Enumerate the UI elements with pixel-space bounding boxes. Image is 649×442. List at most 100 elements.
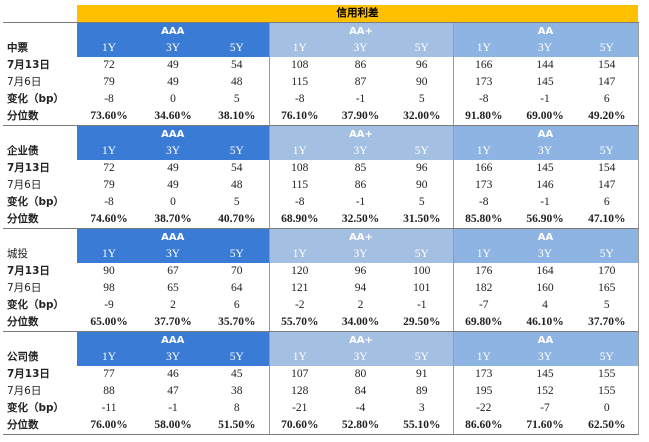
- credit-spread-table: 信用利差 AAA AA+ AA 中票 1Y 3Y 5Y 1Y 3Y 5Y 1Y 3Y 5Y 7月13日 72…: [3, 5, 639, 435]
- value-cell: 107: [268, 366, 330, 383]
- value-cell: 32.50%: [330, 211, 391, 229]
- value-cell: 5: [576, 297, 639, 314]
- value-cell: -1: [540, 196, 550, 208]
- value-cell: 154: [576, 160, 639, 177]
- value-cell: 86: [354, 59, 367, 71]
- value-cell: 77: [103, 368, 115, 380]
- table-row: 7月6日 88 47 38 128 84 89 195 152 155: [3, 383, 639, 400]
- tenor-header: 1Y: [452, 246, 514, 263]
- value-cell: 84: [354, 385, 367, 397]
- rating-header: AAA: [77, 125, 269, 143]
- value-cell: -22: [452, 400, 514, 417]
- value-cell: -8: [268, 91, 330, 108]
- value-cell: 164: [536, 265, 554, 277]
- value-cell: -1: [168, 402, 178, 414]
- value-cell: 72: [103, 59, 115, 71]
- tenor-header-row: 公司债 1Y 3Y 5Y 1Y 3Y 5Y 1Y 3Y 5Y: [3, 349, 639, 366]
- value-cell: 3: [418, 402, 425, 414]
- value-cell: 121: [268, 280, 330, 297]
- value-cell: 98: [103, 282, 115, 294]
- value-cell: 176: [452, 263, 514, 280]
- tenor-header: 5Y: [391, 143, 453, 160]
- value-cell: 54: [231, 162, 243, 174]
- value-cell: -9: [104, 299, 114, 311]
- value-cell: 38: [231, 385, 243, 397]
- value-cell: 100: [413, 265, 431, 277]
- value-cell: 48: [231, 179, 243, 191]
- value-cell: 5: [418, 93, 425, 105]
- value-cell: -8: [104, 93, 114, 105]
- value-cell: 52.80%: [330, 417, 391, 435]
- value-cell: 88: [103, 385, 115, 397]
- value-cell: 38.70%: [141, 211, 205, 229]
- row-label: 分位数: [3, 314, 77, 332]
- value-cell: 195: [452, 383, 514, 400]
- tenor-header: 3Y: [514, 349, 576, 366]
- tenor-header: 3Y: [330, 40, 391, 57]
- rating-header-row: AAA AA+ AA: [3, 22, 639, 40]
- value-cell: 108: [268, 57, 330, 74]
- tenor-header: 1Y: [452, 349, 514, 366]
- row-label: 变化（bp）: [7, 402, 65, 414]
- value-cell: -11: [101, 402, 117, 414]
- value-cell: 91: [416, 368, 428, 380]
- value-cell: 90: [416, 179, 428, 191]
- section-name: 中票: [7, 42, 28, 54]
- value-cell: 94: [354, 282, 367, 294]
- tenor-header: 5Y: [576, 246, 639, 263]
- value-cell: -1: [355, 196, 366, 208]
- value-cell: 76.00%: [77, 417, 141, 435]
- row-label: 分位数: [3, 211, 77, 229]
- tenor-header: 1Y: [268, 246, 330, 263]
- value-cell: 160: [536, 282, 554, 294]
- value-cell: 37.70%: [576, 314, 639, 332]
- value-cell: -8: [452, 194, 514, 211]
- value-cell: 80: [354, 368, 367, 380]
- row-label: 7月6日: [7, 282, 42, 294]
- tenor-header: 5Y: [205, 40, 269, 57]
- value-cell: 49: [167, 59, 179, 71]
- table-row: 变化（bp） -11 -1 8 -21 -4 3 -22 -7 0: [3, 400, 639, 417]
- tenor-header-row: 城投 1Y 3Y 5Y 1Y 3Y 5Y 1Y 3Y 5Y: [3, 246, 639, 263]
- rating-header-row: AAA AA+ AA: [3, 125, 639, 143]
- value-cell: 173: [452, 177, 514, 194]
- rating-header: AA+: [268, 22, 453, 40]
- value-cell: 67: [167, 265, 179, 277]
- value-cell: 173: [452, 366, 514, 383]
- value-cell: 70: [231, 265, 243, 277]
- value-cell: 71.60%: [514, 417, 576, 435]
- value-cell: -1: [416, 299, 427, 311]
- tenor-header: 3Y: [330, 349, 391, 366]
- tenor-header: 5Y: [205, 246, 269, 263]
- value-cell: 89: [416, 385, 428, 397]
- value-cell: 37.70%: [141, 314, 205, 332]
- row-label: 7月6日: [7, 385, 42, 397]
- value-cell: 72: [103, 162, 115, 174]
- tenor-header: 3Y: [141, 349, 205, 366]
- value-cell: 48: [231, 76, 243, 88]
- value-cell: 55.70%: [268, 314, 330, 332]
- value-cell: 76.10%: [268, 108, 330, 126]
- tenor-header: 3Y: [141, 143, 205, 160]
- table-body: 信用利差 AAA AA+ AA 中票 1Y 3Y 5Y 1Y 3Y 5Y 1Y 3Y 5Y 7月13日 72…: [3, 5, 639, 435]
- value-cell: 69.00%: [514, 108, 576, 126]
- tenor-header: 5Y: [205, 349, 269, 366]
- tenor-header-row: 企业债 1Y 3Y 5Y 1Y 3Y 5Y 1Y 3Y 5Y: [3, 143, 639, 160]
- value-cell: 6: [233, 299, 240, 311]
- value-cell: 2: [357, 299, 364, 311]
- rating-header: AAA: [77, 22, 269, 40]
- tenor-header: 3Y: [141, 246, 205, 263]
- value-cell: 68.90%: [268, 211, 330, 229]
- value-cell: 49: [167, 179, 179, 191]
- value-cell: 86.60%: [452, 417, 514, 435]
- value-cell: 91.80%: [452, 108, 514, 126]
- tenor-header: 1Y: [268, 349, 330, 366]
- rating-header: AA: [452, 331, 639, 349]
- value-cell: 8: [233, 402, 240, 414]
- value-cell: 155: [576, 383, 639, 400]
- value-cell: 5: [233, 93, 240, 105]
- value-cell: 58.00%: [141, 417, 205, 435]
- value-cell: -1: [355, 93, 366, 105]
- rating-header: AA+: [268, 228, 453, 246]
- value-cell: 49: [167, 76, 179, 88]
